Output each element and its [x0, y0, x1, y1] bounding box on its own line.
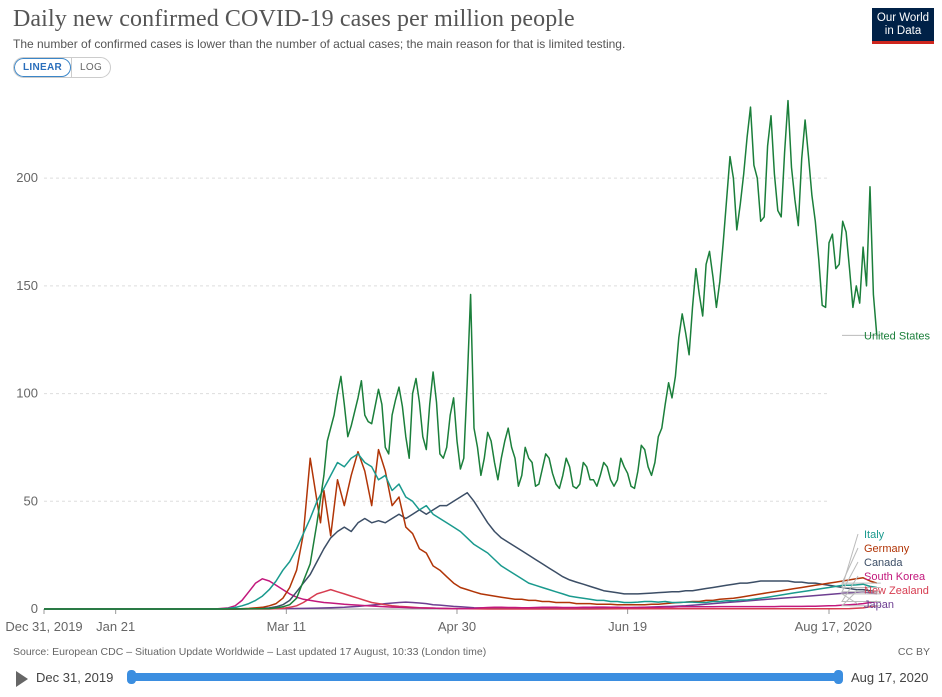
x-axis-ticks: Dec 31, 2019 Jan 21 Mar 11 Apr 30 Jun 19 Aug … [5, 609, 872, 634]
series-label-south-korea: South Korea [864, 571, 926, 583]
label-leader [840, 593, 881, 605]
chart-subtitle: The number of confirmed cases is lower t… [13, 37, 626, 51]
label-leader [840, 589, 881, 607]
line-germany [44, 448, 878, 610]
license-link[interactable]: CC BY [897, 646, 930, 658]
x-tick-label: Aug 17, 2020 [795, 619, 872, 634]
scale-linear-button[interactable]: LINEAR [14, 58, 72, 77]
scale-log-button[interactable]: LOG [71, 58, 110, 77]
y-tick-label: 0 [31, 601, 38, 616]
timeline: Dec 31, 2019 Aug 17, 2020 [0, 668, 942, 690]
x-tick-label: Jun 19 [608, 619, 647, 634]
line-italy [44, 453, 877, 610]
line-canada [44, 491, 877, 610]
timeline-start-label: Dec 31, 2019 [36, 670, 114, 685]
logo-line-1: Our World [876, 12, 930, 24]
play-icon[interactable] [16, 671, 28, 687]
scale-toggle: LINEAR LOG [13, 57, 112, 78]
series-label-canada: Canada [864, 557, 903, 569]
x-tick-label: Apr 30 [438, 619, 476, 634]
series-label-germany: Germany [864, 543, 910, 555]
y-axis-ticks: 0 50 100 150 200 [16, 170, 38, 616]
x-tick-label: Mar 11 [267, 619, 307, 634]
label-leader [841, 575, 881, 602]
line-united-states [44, 99, 878, 610]
label-leader [841, 533, 881, 588]
series-labels: United States Italy Germany Canada South Kor… [840, 330, 931, 611]
timeline-end-handle[interactable] [834, 670, 843, 684]
y-tick-label: 100 [16, 386, 38, 401]
series-label-united-states: United States [864, 330, 931, 342]
line-south-korea [44, 578, 877, 610]
y-tick-label: 150 [16, 278, 38, 293]
line-chart: 0 50 100 150 200 Dec 31, 2019 Jan 21 Mar 11 Apr… [5, 99, 931, 634]
label-leader [841, 547, 881, 584]
y-tick-label: 200 [16, 170, 38, 185]
x-tick-label: Jan 21 [96, 619, 135, 634]
series-label-japan: Japan [864, 599, 894, 611]
y-tick-label: 50 [24, 493, 38, 508]
label-leader [841, 561, 881, 593]
chart-title: Daily new confirmed COVID-19 cases per m… [13, 6, 575, 32]
owid-logo[interactable]: Our World in Data [872, 8, 934, 44]
logo-line-2: in Data [884, 25, 922, 37]
timeline-start-handle[interactable] [127, 670, 136, 684]
chart-grid [44, 177, 829, 610]
source-note: Source: European CDC – Situation Update … [13, 646, 487, 658]
x-tick-label: Dec 31, 2019 [5, 619, 82, 634]
series-lines [44, 99, 878, 610]
timeline-end-label: Aug 17, 2020 [851, 670, 929, 685]
timeline-track[interactable] [131, 673, 839, 681]
series-label-italy: Italy [864, 529, 885, 541]
series-label-new-zealand: New Zealand [864, 585, 929, 597]
